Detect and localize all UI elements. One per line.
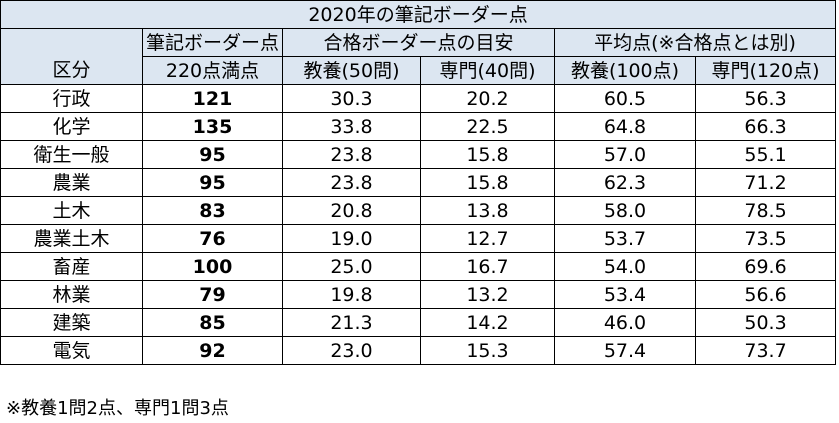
- edu-questions-cell: 23.8: [282, 140, 421, 169]
- category-cell: 建築: [0, 308, 143, 337]
- header-average: 平均点(※合格点とは別): [553, 28, 837, 57]
- header-empty-cell: [0, 28, 143, 57]
- category-cell: 農業土木: [0, 224, 143, 253]
- header-col-spec-questions: 専門(40問): [420, 56, 555, 85]
- table-row: 土木 83 20.8 13.8 58.0 78.5: [0, 196, 837, 225]
- category-cell: 電気: [0, 336, 143, 365]
- edu-average-cell: 54.0: [554, 252, 696, 281]
- spec-questions-cell: 15.3: [420, 336, 555, 365]
- edu-average-cell: 60.5: [554, 84, 696, 113]
- table-row: 農業土木 76 19.0 12.7 53.7 73.5: [0, 224, 837, 253]
- header-full-marks: 220点満点: [142, 56, 283, 85]
- spec-average-cell: 73.5: [694, 224, 837, 253]
- edu-average-cell: 57.4: [554, 336, 696, 365]
- spec-average-cell: 50.3: [694, 308, 837, 337]
- header-pass-guide: 合格ボーダー点の目安: [282, 28, 555, 57]
- border-score-cell: 83: [142, 196, 283, 225]
- edu-questions-cell: 19.8: [282, 280, 421, 309]
- table-row: 行政 121 30.3 20.2 60.5 56.3: [0, 84, 837, 113]
- table-row: 建築 85 21.3 14.2 46.0 50.3: [0, 308, 837, 337]
- spec-questions-cell: 14.2: [420, 308, 555, 337]
- spec-questions-cell: 16.7: [420, 252, 555, 281]
- edu-questions-cell: 21.3: [282, 308, 421, 337]
- edu-average-cell: 64.8: [554, 112, 696, 141]
- edu-average-cell: 57.0: [554, 140, 696, 169]
- header-col-spec-average: 専門(120点): [694, 56, 837, 85]
- edu-average-cell: 46.0: [554, 308, 696, 337]
- header-col-edu-average: 教養(100点): [554, 56, 696, 85]
- edu-questions-cell: 19.0: [282, 224, 421, 253]
- spec-average-cell: 66.3: [694, 112, 837, 141]
- edu-questions-cell: 25.0: [282, 252, 421, 281]
- border-score-cell: 76: [142, 224, 283, 253]
- edu-average-cell: 62.3: [554, 168, 696, 197]
- category-cell: 林業: [0, 280, 143, 309]
- category-cell: 衛生一般: [0, 140, 143, 169]
- header-row-2: 区分 220点満点 教養(50問) 専門(40問) 教養(100点) 専門(12…: [0, 56, 837, 85]
- table-row: 農業 95 23.8 15.8 62.3 71.2: [0, 168, 837, 197]
- category-cell: 土木: [0, 196, 143, 225]
- edu-questions-cell: 33.8: [282, 112, 421, 141]
- border-score-cell: 100: [142, 252, 283, 281]
- category-cell: 化学: [0, 112, 143, 141]
- spec-questions-cell: 15.8: [420, 168, 555, 197]
- spec-questions-cell: 13.8: [420, 196, 555, 225]
- header-row-1: 筆記ボーダー点 合格ボーダー点の目安 平均点(※合格点とは別): [0, 28, 837, 57]
- edu-questions-cell: 23.0: [282, 336, 421, 365]
- edu-average-cell: 58.0: [554, 196, 696, 225]
- spec-questions-cell: 20.2: [420, 84, 555, 113]
- spec-questions-cell: 22.5: [420, 112, 555, 141]
- spec-average-cell: 69.6: [694, 252, 837, 281]
- header-border-score: 筆記ボーダー点: [142, 28, 283, 57]
- border-score-cell: 79: [142, 280, 283, 309]
- border-score-cell: 121: [142, 84, 283, 113]
- table-row: 衛生一般 95 23.8 15.8 57.0 55.1: [0, 140, 837, 169]
- table-row: 化学 135 33.8 22.5 64.8 66.3: [0, 112, 837, 141]
- category-cell: 農業: [0, 168, 143, 197]
- category-cell: 行政: [0, 84, 143, 113]
- edu-questions-cell: 23.8: [282, 168, 421, 197]
- table-row: 畜産 100 25.0 16.7 54.0 69.6: [0, 252, 837, 281]
- spec-questions-cell: 13.2: [420, 280, 555, 309]
- spec-average-cell: 71.2: [694, 168, 837, 197]
- border-score-cell: 95: [142, 168, 283, 197]
- spec-average-cell: 78.5: [694, 196, 837, 225]
- spec-questions-cell: 15.8: [420, 140, 555, 169]
- header-col-edu-questions: 教養(50問): [282, 56, 421, 85]
- table-row: 林業 79 19.8 13.2 53.4 56.6: [0, 280, 837, 309]
- spec-average-cell: 73.7: [694, 336, 837, 365]
- border-score-cell: 95: [142, 140, 283, 169]
- spec-average-cell: 55.1: [694, 140, 837, 169]
- border-score-cell: 135: [142, 112, 283, 141]
- footnote: ※教養1問2点、専門1問3点: [6, 398, 229, 419]
- spec-average-cell: 56.6: [694, 280, 837, 309]
- edu-average-cell: 53.4: [554, 280, 696, 309]
- spec-average-cell: 56.3: [694, 84, 837, 113]
- edu-questions-cell: 20.8: [282, 196, 421, 225]
- table-title: 2020年の筆記ボーダー点: [0, 0, 837, 29]
- edu-questions-cell: 30.3: [282, 84, 421, 113]
- border-score-table: 2020年の筆記ボーダー点 筆記ボーダー点 合格ボーダー点の目安 平均点(※合格…: [0, 0, 837, 365]
- border-score-cell: 92: [142, 336, 283, 365]
- header-category: 区分: [0, 56, 143, 85]
- border-score-cell: 85: [142, 308, 283, 337]
- table-row: 電気 92 23.0 15.3 57.4 73.7: [0, 336, 837, 365]
- edu-average-cell: 53.7: [554, 224, 696, 253]
- spec-questions-cell: 12.7: [420, 224, 555, 253]
- title-row: 2020年の筆記ボーダー点: [0, 0, 837, 29]
- category-cell: 畜産: [0, 252, 143, 281]
